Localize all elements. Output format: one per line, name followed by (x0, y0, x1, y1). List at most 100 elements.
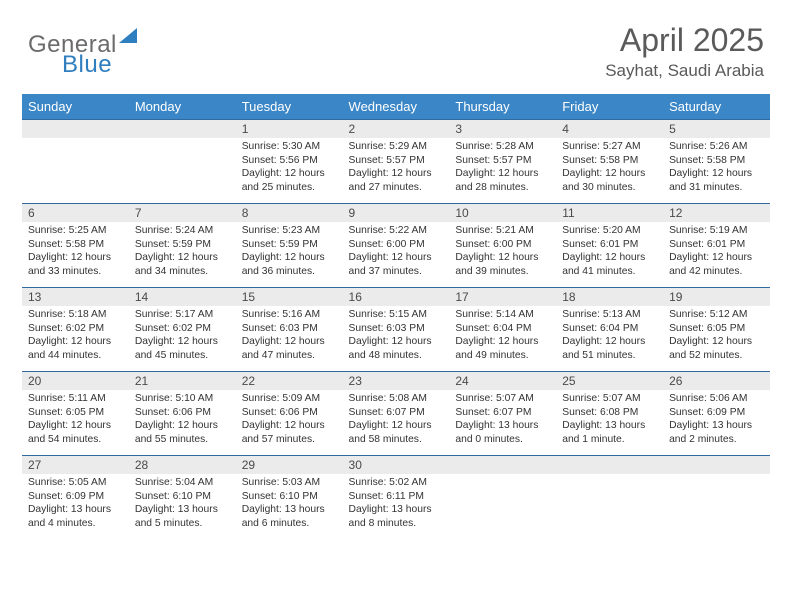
day-details: Sunrise: 5:07 AMSunset: 6:07 PMDaylight:… (449, 390, 556, 450)
day-number (663, 455, 770, 474)
calendar-day-cell: 28Sunrise: 5:04 AMSunset: 6:10 PMDayligh… (129, 455, 236, 539)
calendar-day-cell: 10Sunrise: 5:21 AMSunset: 6:00 PMDayligh… (449, 203, 556, 287)
day-number: 1 (236, 119, 343, 138)
day-details: Sunrise: 5:22 AMSunset: 6:00 PMDaylight:… (343, 222, 450, 282)
day-details: Sunrise: 5:07 AMSunset: 6:08 PMDaylight:… (556, 390, 663, 450)
calendar-day-cell: 6Sunrise: 5:25 AMSunset: 5:58 PMDaylight… (22, 203, 129, 287)
calendar-day-cell: 27Sunrise: 5:05 AMSunset: 6:09 PMDayligh… (22, 455, 129, 539)
day-details: Sunrise: 5:04 AMSunset: 6:10 PMDaylight:… (129, 474, 236, 534)
day-number: 23 (343, 371, 450, 390)
calendar-day-cell (663, 455, 770, 539)
day-number: 8 (236, 203, 343, 222)
calendar-day-cell: 19Sunrise: 5:12 AMSunset: 6:05 PMDayligh… (663, 287, 770, 371)
weekday-header: Friday (556, 94, 663, 119)
location-subtitle: Sayhat, Saudi Arabia (605, 61, 764, 81)
day-number: 30 (343, 455, 450, 474)
day-details: Sunrise: 5:16 AMSunset: 6:03 PMDaylight:… (236, 306, 343, 366)
day-number: 17 (449, 287, 556, 306)
calendar-day-cell: 16Sunrise: 5:15 AMSunset: 6:03 PMDayligh… (343, 287, 450, 371)
calendar-day-cell: 5Sunrise: 5:26 AMSunset: 5:58 PMDaylight… (663, 119, 770, 203)
day-details: Sunrise: 5:27 AMSunset: 5:58 PMDaylight:… (556, 138, 663, 198)
calendar-day-cell: 1Sunrise: 5:30 AMSunset: 5:56 PMDaylight… (236, 119, 343, 203)
calendar-day-cell: 20Sunrise: 5:11 AMSunset: 6:05 PMDayligh… (22, 371, 129, 455)
calendar-day-cell: 4Sunrise: 5:27 AMSunset: 5:58 PMDaylight… (556, 119, 663, 203)
header: General Blue April 2025 Sayhat, Saudi Ar… (22, 18, 770, 88)
calendar-day-cell: 23Sunrise: 5:08 AMSunset: 6:07 PMDayligh… (343, 371, 450, 455)
brand-sail-icon (119, 28, 141, 51)
calendar-day-cell (22, 119, 129, 203)
day-details: Sunrise: 5:03 AMSunset: 6:10 PMDaylight:… (236, 474, 343, 534)
day-details: Sunrise: 5:10 AMSunset: 6:06 PMDaylight:… (129, 390, 236, 450)
day-number: 5 (663, 119, 770, 138)
weekday-header: Saturday (663, 94, 770, 119)
calendar-day-cell: 9Sunrise: 5:22 AMSunset: 6:00 PMDaylight… (343, 203, 450, 287)
calendar-day-cell: 18Sunrise: 5:13 AMSunset: 6:04 PMDayligh… (556, 287, 663, 371)
day-details: Sunrise: 5:26 AMSunset: 5:58 PMDaylight:… (663, 138, 770, 198)
day-details: Sunrise: 5:30 AMSunset: 5:56 PMDaylight:… (236, 138, 343, 198)
calendar-day-cell: 3Sunrise: 5:28 AMSunset: 5:57 PMDaylight… (449, 119, 556, 203)
calendar-day-cell: 21Sunrise: 5:10 AMSunset: 6:06 PMDayligh… (129, 371, 236, 455)
day-number: 15 (236, 287, 343, 306)
day-number: 4 (556, 119, 663, 138)
calendar-week-row: 20Sunrise: 5:11 AMSunset: 6:05 PMDayligh… (22, 371, 770, 455)
calendar-day-cell: 17Sunrise: 5:14 AMSunset: 6:04 PMDayligh… (449, 287, 556, 371)
calendar-day-cell: 14Sunrise: 5:17 AMSunset: 6:02 PMDayligh… (129, 287, 236, 371)
day-details: Sunrise: 5:09 AMSunset: 6:06 PMDaylight:… (236, 390, 343, 450)
calendar-day-cell: 8Sunrise: 5:23 AMSunset: 5:59 PMDaylight… (236, 203, 343, 287)
day-number: 13 (22, 287, 129, 306)
calendar-week-row: 6Sunrise: 5:25 AMSunset: 5:58 PMDaylight… (22, 203, 770, 287)
brand-part2: Blue (62, 51, 112, 78)
calendar-day-cell: 29Sunrise: 5:03 AMSunset: 6:10 PMDayligh… (236, 455, 343, 539)
calendar-day-cell (129, 119, 236, 203)
day-details: Sunrise: 5:28 AMSunset: 5:57 PMDaylight:… (449, 138, 556, 198)
calendar-day-cell: 11Sunrise: 5:20 AMSunset: 6:01 PMDayligh… (556, 203, 663, 287)
weekday-header: Sunday (22, 94, 129, 119)
calendar-day-cell: 25Sunrise: 5:07 AMSunset: 6:08 PMDayligh… (556, 371, 663, 455)
weekday-header: Tuesday (236, 94, 343, 119)
calendar-day-cell: 12Sunrise: 5:19 AMSunset: 6:01 PMDayligh… (663, 203, 770, 287)
month-title: April 2025 (605, 22, 764, 59)
calendar-day-cell: 22Sunrise: 5:09 AMSunset: 6:06 PMDayligh… (236, 371, 343, 455)
calendar-day-cell: 24Sunrise: 5:07 AMSunset: 6:07 PMDayligh… (449, 371, 556, 455)
day-number: 26 (663, 371, 770, 390)
day-details: Sunrise: 5:12 AMSunset: 6:05 PMDaylight:… (663, 306, 770, 366)
day-details: Sunrise: 5:06 AMSunset: 6:09 PMDaylight:… (663, 390, 770, 450)
day-number: 20 (22, 371, 129, 390)
brand-logo: General Blue (28, 28, 141, 87)
day-number (449, 455, 556, 474)
calendar-day-cell: 15Sunrise: 5:16 AMSunset: 6:03 PMDayligh… (236, 287, 343, 371)
day-number: 24 (449, 371, 556, 390)
calendar-week-row: 1Sunrise: 5:30 AMSunset: 5:56 PMDaylight… (22, 119, 770, 203)
day-number: 29 (236, 455, 343, 474)
day-number: 3 (449, 119, 556, 138)
calendar-day-cell (556, 455, 663, 539)
day-number (129, 119, 236, 138)
day-details: Sunrise: 5:05 AMSunset: 6:09 PMDaylight:… (22, 474, 129, 534)
day-number: 28 (129, 455, 236, 474)
calendar-day-cell: 26Sunrise: 5:06 AMSunset: 6:09 PMDayligh… (663, 371, 770, 455)
day-details: Sunrise: 5:15 AMSunset: 6:03 PMDaylight:… (343, 306, 450, 366)
calendar-day-cell: 7Sunrise: 5:24 AMSunset: 5:59 PMDaylight… (129, 203, 236, 287)
day-details: Sunrise: 5:20 AMSunset: 6:01 PMDaylight:… (556, 222, 663, 282)
day-number: 27 (22, 455, 129, 474)
day-number (22, 119, 129, 138)
calendar-day-cell: 13Sunrise: 5:18 AMSunset: 6:02 PMDayligh… (22, 287, 129, 371)
day-details: Sunrise: 5:02 AMSunset: 6:11 PMDaylight:… (343, 474, 450, 534)
weekday-header: Wednesday (343, 94, 450, 119)
day-number (556, 455, 663, 474)
calendar-body: 1Sunrise: 5:30 AMSunset: 5:56 PMDaylight… (22, 119, 770, 539)
day-details: Sunrise: 5:23 AMSunset: 5:59 PMDaylight:… (236, 222, 343, 282)
day-number: 25 (556, 371, 663, 390)
calendar-header-row: SundayMondayTuesdayWednesdayThursdayFrid… (22, 94, 770, 119)
day-number: 10 (449, 203, 556, 222)
day-number: 22 (236, 371, 343, 390)
calendar-day-cell: 30Sunrise: 5:02 AMSunset: 6:11 PMDayligh… (343, 455, 450, 539)
day-details: Sunrise: 5:11 AMSunset: 6:05 PMDaylight:… (22, 390, 129, 450)
calendar-week-row: 13Sunrise: 5:18 AMSunset: 6:02 PMDayligh… (22, 287, 770, 371)
day-number: 18 (556, 287, 663, 306)
day-number: 16 (343, 287, 450, 306)
day-number: 14 (129, 287, 236, 306)
day-details: Sunrise: 5:21 AMSunset: 6:00 PMDaylight:… (449, 222, 556, 282)
calendar-day-cell (449, 455, 556, 539)
weekday-header: Thursday (449, 94, 556, 119)
